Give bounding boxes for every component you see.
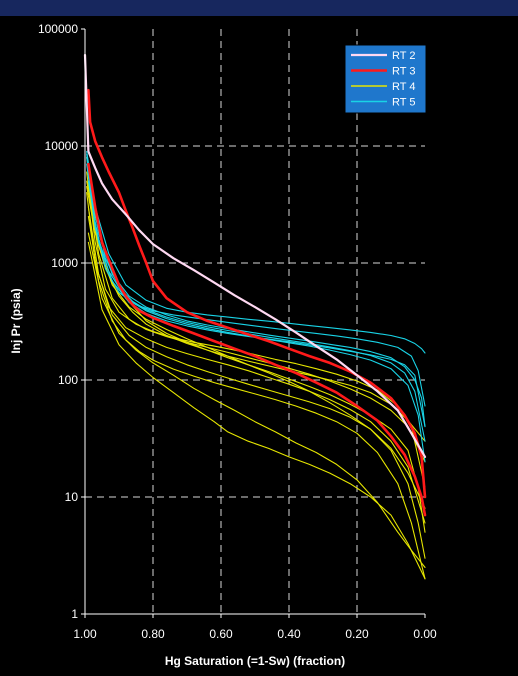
series-line-rt-4 bbox=[87, 206, 426, 559]
x-tick-label: 1.00 bbox=[73, 627, 97, 641]
series-line-rt-5 bbox=[86, 156, 426, 407]
y-tick-label: 10 bbox=[65, 490, 79, 504]
series-line-rt-4 bbox=[87, 215, 426, 580]
x-tick-label: 0.60 bbox=[209, 627, 233, 641]
series-line-rt-4 bbox=[86, 186, 426, 442]
series-line-rt-4 bbox=[86, 171, 426, 489]
series-line-rt-4 bbox=[86, 156, 426, 533]
series-line-rt-3 bbox=[87, 88, 427, 499]
x-tick-label: 0.80 bbox=[141, 627, 165, 641]
x-tick-label: 0.20 bbox=[345, 627, 369, 641]
header-band bbox=[0, 0, 518, 16]
legend-label: RT 3 bbox=[392, 66, 415, 78]
y-tick-label: 100 bbox=[58, 373, 78, 387]
series-line-rt-4 bbox=[87, 180, 426, 463]
x-tick-labels: 1.00 0.80 0.60 0.40 0.20 0.00 bbox=[73, 627, 437, 641]
series-line-rt-5 bbox=[87, 171, 426, 428]
y-tick-label: 1 bbox=[71, 607, 78, 621]
x-tick-label: 0.40 bbox=[277, 627, 301, 641]
series-line-rt-3 bbox=[87, 162, 427, 517]
y-tick-label: 1000 bbox=[51, 256, 78, 270]
grid-lines bbox=[85, 29, 425, 614]
legend-label: RT 4 bbox=[392, 81, 415, 93]
series-line-rt-4 bbox=[86, 192, 426, 524]
series-line-rt-4 bbox=[86, 180, 426, 509]
series-line-rt-2 bbox=[83, 53, 427, 458]
x-tick-label: 0.00 bbox=[413, 627, 437, 641]
y-tick-labels: 1 10 100 1000 10000 100000 bbox=[38, 22, 78, 621]
y-axis-title: Inj Pr (psia) bbox=[9, 288, 23, 353]
series-line-rt-5 bbox=[86, 150, 426, 354]
series-curves bbox=[83, 53, 427, 580]
series-line-rt-4 bbox=[87, 241, 426, 580]
axes bbox=[81, 28, 426, 618]
x-axis-title: Hg Saturation (=1-Sw) (fraction) bbox=[165, 654, 345, 668]
y-tick-label: 100000 bbox=[38, 22, 78, 36]
legend: RT 2 RT 3 RT 4 RT 5 bbox=[344, 44, 427, 114]
legend-label: RT 2 bbox=[392, 50, 415, 62]
series-line-rt-5 bbox=[86, 153, 426, 442]
legend-label: RT 5 bbox=[392, 97, 415, 109]
y-tick-label: 10000 bbox=[45, 139, 79, 153]
